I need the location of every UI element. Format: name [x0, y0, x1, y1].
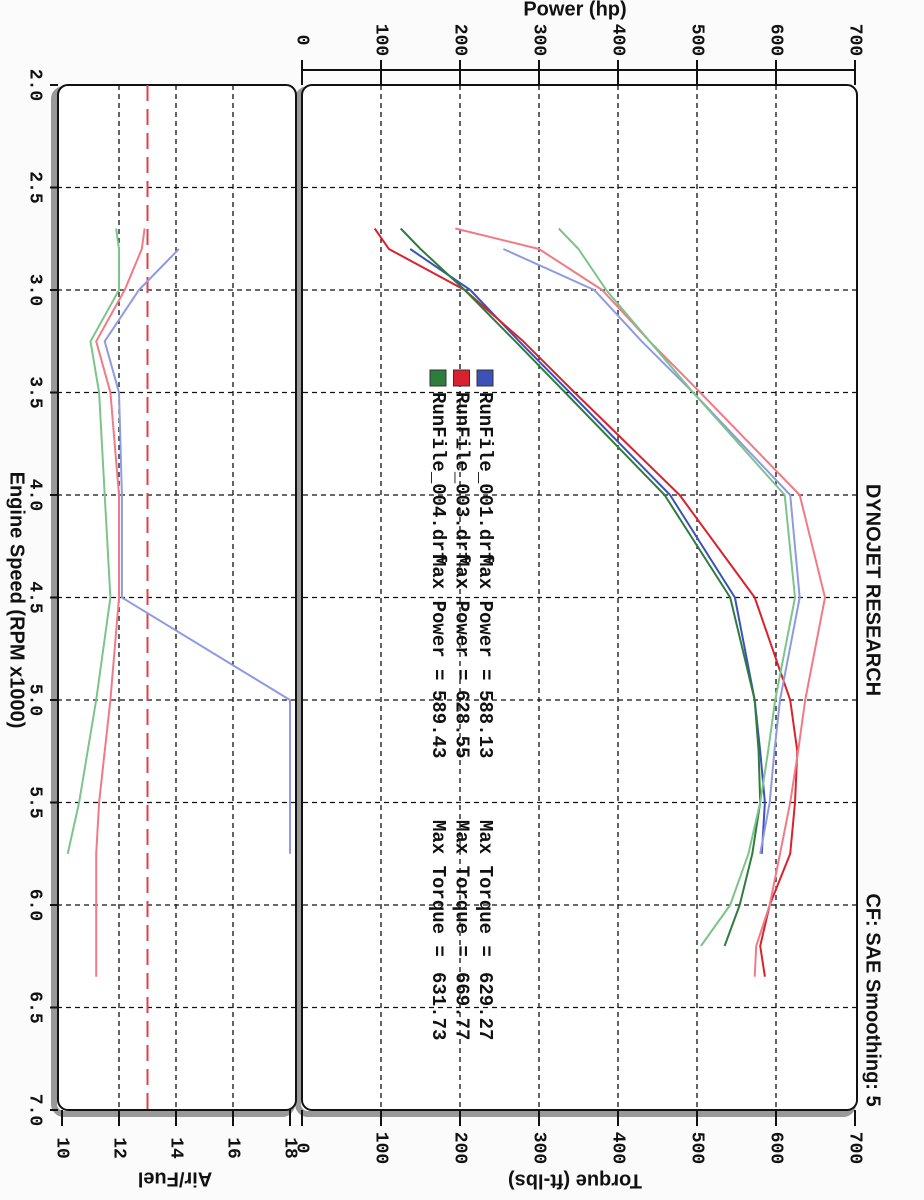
power-tick-label: 100	[370, 24, 390, 56]
legend-name: RunFile_001.drf	[474, 392, 496, 563]
legend-torque-value: 669.77	[450, 972, 472, 1040]
plot-area: DYNOJET RESEARCH CF: SAE Smoothing: 5 En…	[6, 24, 884, 1164]
torque-tick-label: 0	[291, 1143, 311, 1154]
torque-tick-label: 100	[370, 1132, 390, 1164]
x-tick-label: 2.0	[24, 69, 44, 101]
chart-title: DYNOJET RESEARCH	[862, 484, 884, 696]
x-tick-label: 4.5	[24, 581, 44, 613]
af-line	[66, 228, 120, 855]
af-line	[103, 248, 291, 854]
legend-power-value: 588.13	[474, 690, 496, 758]
power-tick-label: 200	[449, 24, 469, 56]
af-tick-label: 16	[222, 1137, 242, 1159]
legend-torque-label: Max Torque =	[427, 820, 449, 957]
torque-tick-label: 600	[765, 1132, 785, 1164]
chart-subtitle: CF: SAE Smoothing: 5	[862, 893, 884, 1106]
power-tick-label: 0	[291, 35, 311, 46]
torque-tick-label: 400	[607, 1132, 627, 1164]
legend-power-label: Max Power =	[450, 555, 472, 680]
legend-power-label: Max Power =	[427, 555, 449, 680]
x-tick-label: 5.0	[24, 684, 44, 716]
x-tick-label: 7.0	[24, 1094, 44, 1126]
legend-name: RunFile_004.drf	[427, 392, 449, 563]
legend-power-label: Max Power =	[474, 555, 496, 680]
af-tick-label: 14	[165, 1137, 185, 1159]
torque-tick-label: 700	[844, 1132, 864, 1164]
x-tick-label: 6.0	[24, 889, 44, 921]
torque-tick-label: 300	[528, 1132, 548, 1164]
x-tick-label: 2.5	[24, 171, 44, 203]
legend-torque-value: 629.27	[474, 972, 496, 1040]
torque-tick-label: 200	[449, 1132, 469, 1164]
af-tick-label: 10	[51, 1137, 71, 1159]
af-tick-label: 18	[279, 1137, 299, 1159]
power-tick-label: 700	[844, 24, 864, 56]
legend-torque-label: Max Torque =	[474, 820, 496, 957]
torque-line	[455, 227, 826, 977]
power-axis-title: Power (hp)	[523, 0, 626, 20]
af-tick-label: 12	[108, 1137, 128, 1159]
torque-line	[502, 248, 801, 854]
power-tick-label: 500	[686, 24, 706, 56]
power-line	[399, 227, 762, 947]
x-tick-label: 3.0	[24, 274, 44, 306]
power-tick-label: 300	[528, 24, 548, 56]
legend-power-value: 589.43	[427, 690, 449, 758]
power-tick-label: 600	[765, 24, 785, 56]
legend-torque-label: Max Torque =	[450, 820, 472, 957]
legend-swatch	[476, 369, 494, 387]
x-tick-label: 5.5	[24, 786, 44, 818]
legend-swatch	[429, 369, 447, 387]
legend-name: RunFile_003.drf	[450, 392, 472, 563]
x-tick-label: 4.0	[24, 479, 44, 511]
legend-swatch	[453, 369, 470, 387]
x-tick-label: 6.5	[24, 991, 44, 1023]
x-axis-title: Engine Speed (RPM x1000)	[6, 472, 28, 729]
torque-line	[557, 227, 796, 947]
af-line	[95, 228, 146, 977]
af-axis-title: Air/Fuel	[138, 1168, 212, 1190]
torque-tick-label: 500	[686, 1132, 706, 1164]
power-tick-label: 400	[607, 24, 627, 56]
x-tick-label: 3.5	[24, 376, 44, 408]
torque-axis-title: Torque (ft-lbs)	[508, 1170, 642, 1192]
legend-power-value: 628.55	[450, 690, 472, 758]
legend-torque-value: 631.73	[427, 972, 449, 1040]
